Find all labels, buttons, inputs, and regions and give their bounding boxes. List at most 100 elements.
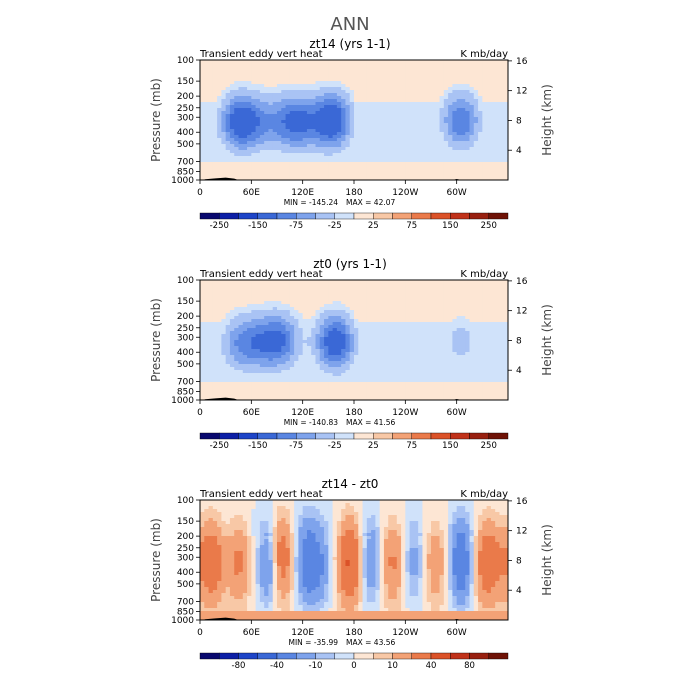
field-cell	[439, 105, 445, 109]
field-cell	[247, 144, 252, 148]
field-cell	[251, 343, 257, 347]
field-cell	[208, 105, 214, 109]
field-cell	[499, 358, 505, 362]
field-cell	[354, 304, 359, 308]
field-cell	[251, 313, 257, 317]
field-cell	[259, 159, 265, 163]
field-cell	[285, 138, 291, 142]
field-cell	[379, 111, 385, 115]
field-cell	[354, 331, 359, 335]
field-cell	[486, 84, 492, 88]
field-cell	[328, 90, 334, 94]
field-cell	[311, 328, 316, 332]
field-cell	[383, 117, 389, 121]
field-cell	[448, 156, 453, 160]
field-cell	[396, 108, 402, 112]
field-cell	[234, 99, 239, 103]
field-cell	[242, 75, 248, 79]
field-cell	[465, 358, 470, 362]
field-cell	[371, 331, 376, 335]
field-cell	[349, 81, 355, 85]
field-cell	[375, 84, 381, 88]
field-cell	[204, 292, 209, 296]
field-cell	[486, 162, 492, 166]
field-cell	[225, 156, 231, 160]
field-cell	[247, 78, 252, 82]
field-cell	[499, 319, 505, 323]
field-cell	[371, 316, 376, 320]
field-cell	[259, 280, 265, 284]
field-cell	[392, 132, 398, 136]
field-cell	[208, 286, 214, 290]
field-cell	[289, 150, 295, 154]
field-cell	[298, 90, 304, 94]
field-cell	[311, 316, 316, 320]
field-cell	[465, 174, 470, 178]
field-cell	[341, 349, 346, 353]
field-cell	[251, 126, 257, 130]
field-cell	[478, 177, 483, 181]
field-cell	[311, 292, 316, 296]
field-cell	[259, 84, 265, 88]
field-cell	[388, 111, 393, 115]
field-cell	[298, 120, 304, 124]
field-cell	[456, 153, 462, 157]
field-cell	[221, 75, 227, 79]
field-cell	[396, 358, 402, 362]
field-cell	[349, 171, 355, 175]
field-cell	[396, 349, 402, 353]
field-cell	[383, 90, 389, 94]
field-cell	[255, 126, 261, 130]
field-cell	[366, 319, 372, 323]
field-cell	[460, 114, 466, 118]
field-cell	[409, 343, 415, 347]
field-cell	[422, 69, 428, 73]
field-cell	[448, 60, 453, 64]
field-cell	[418, 144, 423, 148]
field-cell	[302, 292, 308, 296]
field-cell	[422, 286, 428, 290]
field-cell	[328, 93, 334, 97]
field-cell	[401, 108, 406, 112]
field-cell	[221, 361, 227, 365]
field-cell	[486, 286, 492, 290]
field-cell	[362, 141, 368, 145]
field-cell	[405, 301, 411, 305]
field-cell	[456, 132, 462, 136]
field-cell	[354, 84, 359, 88]
field-cell	[439, 319, 445, 323]
field-cell	[431, 301, 436, 305]
field-cell	[448, 337, 453, 341]
field-cell	[371, 168, 376, 172]
field-cell	[366, 286, 372, 290]
field-cell	[285, 150, 291, 154]
field-cell	[234, 346, 239, 350]
field-cell	[460, 66, 466, 70]
field-cell	[478, 90, 483, 94]
field-cell	[319, 334, 325, 338]
field-cell	[212, 162, 218, 166]
field-cell	[362, 84, 368, 88]
field-cell	[272, 156, 278, 160]
y-tick-label: 700	[177, 157, 194, 167]
field-cell	[332, 108, 338, 112]
field-cell	[383, 75, 389, 79]
field-cell	[247, 99, 252, 103]
field-cell	[401, 328, 406, 332]
field-cell	[478, 328, 483, 332]
field-cell	[328, 286, 334, 290]
field-cell	[208, 150, 214, 154]
field-cell	[221, 358, 227, 362]
field-cell	[204, 138, 209, 142]
field-cell	[285, 286, 291, 290]
field-cell	[503, 99, 509, 103]
field-cell	[251, 352, 257, 356]
field-cell	[212, 123, 218, 127]
field-cell	[495, 87, 500, 91]
field-cell	[486, 325, 492, 329]
field-cell	[413, 298, 419, 302]
field-cell	[289, 147, 295, 151]
field-cell	[443, 120, 449, 124]
field-cell	[490, 69, 496, 73]
field-cell	[212, 310, 218, 314]
